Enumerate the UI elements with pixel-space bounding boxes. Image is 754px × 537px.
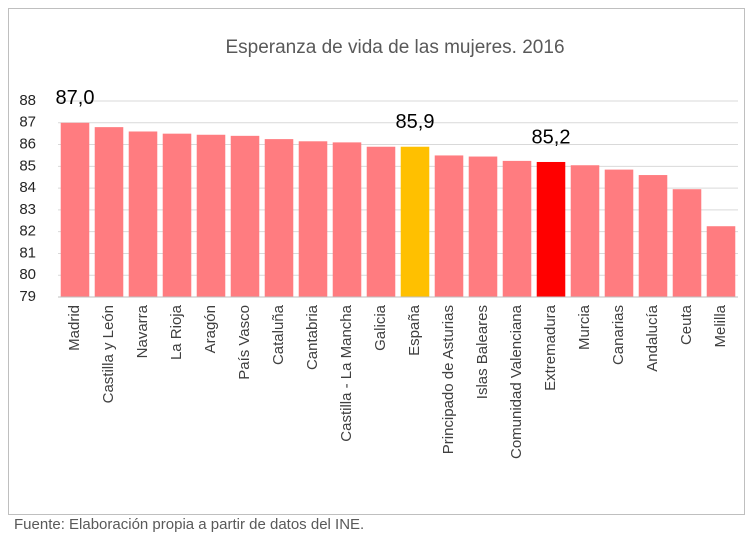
source-note: Fuente: Elaboración propia a partir de d… <box>14 516 364 533</box>
y-tick-label: 79 <box>19 288 36 305</box>
x-tick-label: Melilla <box>712 304 729 347</box>
x-tick-label: Islas Baleares <box>474 305 491 399</box>
y-tick-label: 81 <box>19 244 36 261</box>
x-tick-label: Navarra <box>134 304 151 358</box>
bar <box>502 160 532 297</box>
y-tick-label: 84 <box>19 179 36 196</box>
bar <box>298 141 328 297</box>
bar <box>162 133 192 297</box>
x-tick-label: Ceuta <box>678 304 695 345</box>
y-tick-label: 80 <box>19 266 36 283</box>
bar <box>536 161 566 297</box>
x-tick-label: Castilla - La Mancha <box>338 304 355 441</box>
chart-title: Esperanza de vida de las mujeres. 2016 <box>225 37 564 58</box>
x-tick-label: Canarias <box>610 305 627 365</box>
x-tick-label: País Vasco <box>236 305 253 380</box>
data-label: 85,9 <box>396 111 435 133</box>
x-tick-label: España <box>406 304 423 356</box>
x-tick-label: Principado de Asturias <box>440 305 457 454</box>
y-tick-label: 82 <box>19 223 36 240</box>
bar <box>400 146 430 297</box>
x-tick-label: Comunidad Valenciana <box>508 304 525 459</box>
x-tick-label: Murcia <box>576 304 593 350</box>
bar <box>570 165 600 297</box>
data-label: 85,2 <box>532 126 571 148</box>
bar <box>196 134 226 297</box>
x-tick-label: Cantabria <box>304 304 321 370</box>
x-tick-label: Andalucía <box>644 304 661 371</box>
bar <box>434 155 464 297</box>
bar <box>672 189 702 297</box>
data-label: 87,0 <box>56 87 95 109</box>
x-tick-label: Madrid <box>66 305 83 351</box>
x-tick-label: Extremadura <box>542 304 559 391</box>
x-tick-label: Galicia <box>372 304 389 351</box>
bar <box>706 226 736 297</box>
bar <box>638 175 668 297</box>
y-tick-label: 83 <box>19 201 36 218</box>
bar <box>468 156 498 297</box>
bar <box>604 169 634 297</box>
bar <box>332 142 362 297</box>
y-tick-label: 87 <box>19 114 36 131</box>
y-tick-label: 86 <box>19 136 36 153</box>
bar <box>264 139 294 297</box>
y-tick-label: 85 <box>19 157 36 174</box>
bar <box>128 131 158 297</box>
x-tick-label: Castilla y León <box>100 305 117 403</box>
y-tick-label: 88 <box>19 92 36 109</box>
x-tick-label: La Rioja <box>168 304 185 360</box>
bar <box>94 127 124 297</box>
x-tick-label: Aragón <box>202 305 219 353</box>
x-tick-label: Cataluña <box>270 304 287 365</box>
bar <box>230 135 260 297</box>
bar <box>60 122 90 298</box>
bar <box>366 146 396 297</box>
